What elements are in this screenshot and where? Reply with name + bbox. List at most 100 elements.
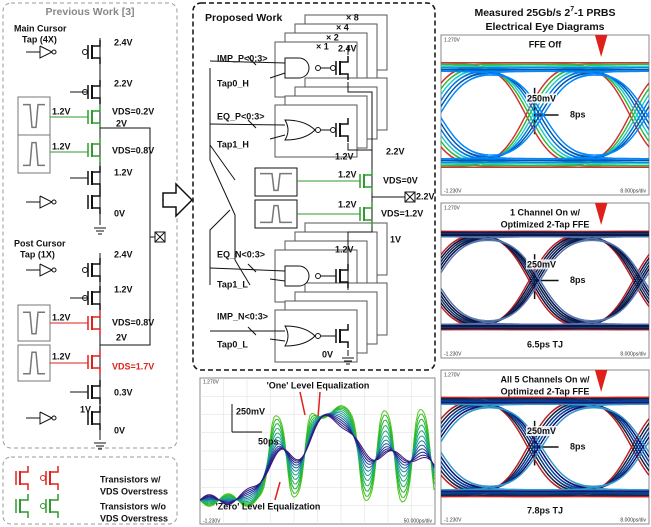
label: -1.230V <box>444 517 462 523</box>
transistor <box>92 123 100 129</box>
label: -1.230V <box>444 188 462 194</box>
label: 2.2V <box>386 146 405 156</box>
transistor <box>50 466 58 472</box>
nand-gate <box>285 266 309 286</box>
label: 1.2V <box>335 151 354 161</box>
wire <box>210 145 235 180</box>
transistor <box>92 380 100 386</box>
label: Optimized 2-Tap FFE <box>501 386 590 396</box>
pulse-box <box>18 135 50 173</box>
pulse-box <box>255 200 297 228</box>
transistor <box>92 138 100 144</box>
label: × 1 <box>316 41 329 51</box>
label: 1.2V <box>52 106 71 116</box>
label: 0V <box>114 208 125 218</box>
transistor-bubble <box>331 66 336 71</box>
transistor <box>92 58 100 64</box>
title-text: Measured 25Gb/s 2 <box>474 7 570 19</box>
transistor <box>92 105 100 111</box>
wire <box>248 264 256 272</box>
transistor-bubble <box>41 476 46 481</box>
label: 2.2V <box>114 78 133 88</box>
label: 250mV <box>527 93 556 103</box>
transistor <box>20 512 28 518</box>
label: 8.000ps/div <box>620 517 646 523</box>
label: Proposed Work <box>205 12 283 24</box>
label: Tap1_L <box>217 279 248 289</box>
label: 0V <box>322 349 333 359</box>
pulse-box <box>255 168 297 196</box>
transistor <box>50 512 58 518</box>
label: Electrical Eye Diagrams <box>485 21 604 33</box>
transistor <box>92 276 100 282</box>
transistor <box>92 368 100 374</box>
transistor <box>50 494 58 500</box>
label: 1V <box>390 234 401 244</box>
label: 2.4V <box>114 37 133 47</box>
label: Post Cursor <box>14 238 66 248</box>
label: 1.270V <box>444 205 461 211</box>
label: 1.270V <box>444 372 461 378</box>
label: 1.2V <box>114 167 133 177</box>
transistor <box>92 166 100 172</box>
label: Transistors w/ <box>100 474 161 484</box>
wire <box>100 128 155 237</box>
label: Main Cursor <box>14 23 67 33</box>
label: 50ps <box>258 436 279 446</box>
label: Tap0_L <box>217 339 248 349</box>
transistor <box>92 98 100 104</box>
transistor <box>92 398 100 404</box>
label: VDS Overstress <box>100 513 168 523</box>
transistor <box>92 190 100 196</box>
transistor <box>20 466 28 472</box>
label: VDS=0.8V <box>112 145 154 155</box>
transistor <box>50 484 58 490</box>
label: 8.000ps/div <box>620 351 646 357</box>
label: EQ_P<0:3> <box>217 111 265 121</box>
transistor-bubble <box>331 128 336 133</box>
inverter-bubble <box>52 268 56 272</box>
gate-bubble <box>316 274 321 279</box>
transistor <box>92 329 100 335</box>
transistor <box>92 40 100 46</box>
label: 0.3V <box>114 387 133 397</box>
eye-title: Measured 25Gb/s 27-1 PRBS <box>474 6 615 19</box>
label: 'Zero' Level Equalization <box>216 501 321 511</box>
wire <box>210 268 285 271</box>
transistor <box>92 208 100 214</box>
transistor <box>92 311 100 317</box>
transistor <box>92 304 100 310</box>
inverter <box>40 412 52 424</box>
label: VDS=1.2V <box>381 208 423 218</box>
gate-bubble <box>316 66 321 71</box>
label: VDS=1.7V <box>112 361 154 371</box>
label: 1.270V <box>203 379 220 385</box>
label: 2.4V <box>114 249 133 259</box>
label: × 8 <box>346 12 359 22</box>
label: EQ_N<0:3> <box>217 249 265 259</box>
label: Transistors w/o <box>100 501 167 511</box>
transistor <box>20 484 28 490</box>
inverter-bubble <box>52 50 56 54</box>
label: 2V <box>116 332 127 342</box>
transistor <box>364 202 372 208</box>
transistor <box>92 286 100 292</box>
label: 6.5ps TJ <box>527 339 563 349</box>
pulse-box <box>18 305 50 341</box>
label: 8.000ps/div <box>620 188 646 194</box>
inverter-bubble <box>52 200 56 204</box>
figure: Measured 25Gb/s 27-1 PRBS Previous Work … <box>0 0 651 527</box>
label: 0V <box>114 425 125 435</box>
label: 1.2V <box>338 199 357 209</box>
label: 2V <box>116 118 127 128</box>
label: Tap0_H <box>217 78 249 88</box>
transistor <box>20 494 28 500</box>
label: Previous Work [3] <box>45 6 134 18</box>
label: VDS=0.8V <box>112 317 154 327</box>
label: 1.2V <box>52 351 71 361</box>
transistor <box>364 169 372 175</box>
transistor-bubble <box>83 268 88 273</box>
label: 1.2V <box>335 244 354 254</box>
label: 1.2V <box>52 312 71 322</box>
transistor-bubble <box>83 50 88 55</box>
